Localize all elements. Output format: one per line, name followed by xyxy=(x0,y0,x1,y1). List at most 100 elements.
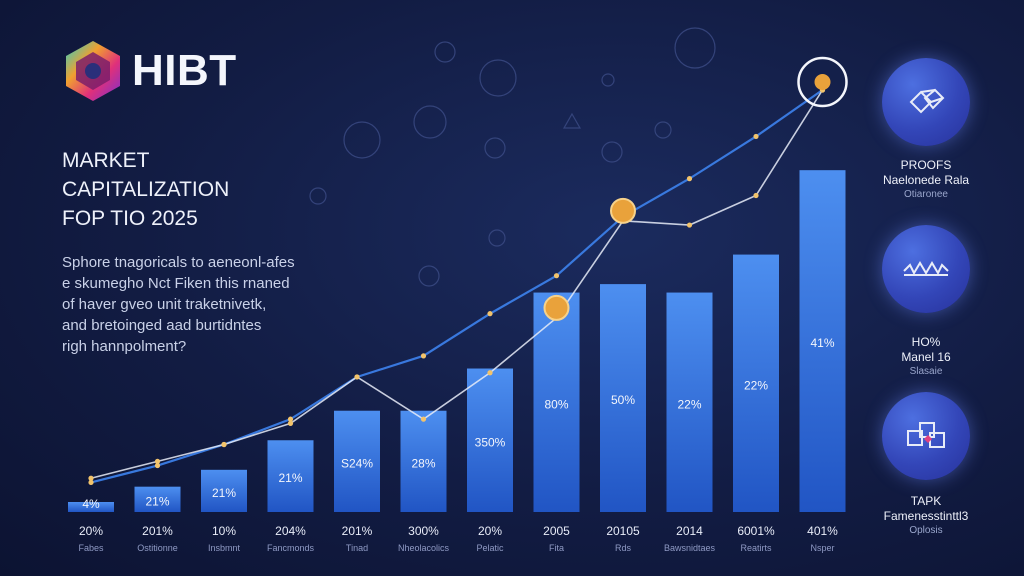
series-point xyxy=(420,353,427,359)
category-label: Bawsnidtaes xyxy=(664,543,716,553)
category-label: Insbmnt xyxy=(208,543,241,553)
x-tick-label: 2014 xyxy=(676,524,703,538)
bar-value-label: 22% xyxy=(744,378,768,392)
series-point xyxy=(221,441,227,448)
category-label: Reatirts xyxy=(740,543,772,553)
decor-circle-icon xyxy=(418,265,440,287)
decor-circle-icon xyxy=(654,121,672,139)
x-tick-label: 10% xyxy=(212,524,236,538)
series-point xyxy=(487,370,493,376)
highlight-ring-icon xyxy=(797,56,848,108)
bar-4 xyxy=(334,410,380,512)
bar-value-label: 22% xyxy=(677,397,701,411)
series-point xyxy=(154,458,161,464)
bar-value-label: 21% xyxy=(145,494,169,508)
x-tick-label: 20% xyxy=(79,524,103,538)
series-point xyxy=(287,420,294,426)
series-point xyxy=(753,133,759,140)
bar-value-label: 350% xyxy=(475,435,506,449)
coin-icon xyxy=(543,294,570,321)
x-tick-label: 201% xyxy=(342,524,373,538)
cube-icon xyxy=(882,58,970,146)
bar-8 xyxy=(600,284,646,512)
category-label: Nsper xyxy=(810,543,834,553)
decor-circle-icon xyxy=(601,73,615,87)
intro-line: righ hannpolment? xyxy=(62,338,187,355)
category-label: Pelatic xyxy=(476,543,504,553)
series-point xyxy=(287,416,294,422)
decor-circle-icon xyxy=(309,187,327,205)
headline-line-2: CAPITALIZATION xyxy=(62,178,230,201)
category-label: Tinad xyxy=(346,543,368,553)
decor-circle-icon xyxy=(484,137,506,159)
x-tick-label: 20% xyxy=(478,524,502,538)
x-tick-label: 401% xyxy=(807,524,838,538)
side-card-sub: Naelonede Rala xyxy=(882,173,970,187)
side-card-sub: Famenesstinttl3 xyxy=(883,509,969,523)
bar-value-label: 21% xyxy=(278,471,302,485)
series-point xyxy=(88,479,94,486)
wave-icon xyxy=(882,225,970,313)
bar-0 xyxy=(68,502,114,512)
category-label: Rds xyxy=(615,543,632,553)
x-tick-label: 300% xyxy=(408,524,439,538)
category-label: Fancmonds xyxy=(267,543,315,553)
series-point xyxy=(154,462,161,469)
decor-circle-icon xyxy=(434,41,456,63)
bar-9 xyxy=(666,292,713,512)
bar-6 xyxy=(467,368,513,512)
x-tick-label: 204% xyxy=(275,524,306,538)
decor-circle-icon xyxy=(343,121,381,159)
x-tick-label: 20105 xyxy=(606,524,640,538)
category-label: Nheolacolics xyxy=(398,543,450,553)
side-card-proofs: PROOFS Naelonede Rala Otiaronee xyxy=(862,58,990,201)
side-card-title: HO% xyxy=(911,335,941,349)
side-card-ho: HO% Manel 16 Slasaie xyxy=(862,225,990,378)
bar-value-label: S24% xyxy=(341,456,373,470)
bar-value-label: 4% xyxy=(82,497,100,511)
coin-icon xyxy=(610,197,636,224)
blocks-icon xyxy=(882,392,970,480)
side-card-note: Oplosis xyxy=(909,525,943,536)
bar-7 xyxy=(533,292,580,512)
x-tick-label: 2005 xyxy=(543,524,570,538)
bar-value-label: 41% xyxy=(810,336,834,350)
blockchain-blocks-icon xyxy=(907,422,945,448)
side-card-tapk: TAPK Famenesstinttl3 Oplosis xyxy=(862,392,990,537)
series-point xyxy=(753,192,759,199)
cube-network-icon xyxy=(909,88,945,114)
side-card-note: Slasaie xyxy=(909,366,943,377)
series-point xyxy=(686,222,693,228)
series-point xyxy=(420,416,427,422)
series-line-trend-white xyxy=(90,89,824,480)
series-point xyxy=(354,374,360,380)
side-card-note: Otiaronee xyxy=(904,189,948,200)
decor-circle-icon xyxy=(674,27,716,69)
bar-11 xyxy=(799,170,846,512)
intro-line: and bretoinged aad burtidntes xyxy=(62,317,262,334)
bar-value-label: 21% xyxy=(212,486,236,500)
category-label: Ostitionne xyxy=(137,543,178,553)
x-tick-label: 201% xyxy=(142,524,173,538)
headline-line-3: FOP TIO 2025 xyxy=(62,207,198,230)
side-card-title: TAPK xyxy=(910,494,942,508)
category-label: Fabes xyxy=(78,543,104,553)
series-point xyxy=(487,311,493,317)
decor-circle-icon xyxy=(601,141,623,163)
intro-line: e skumegho Nct Fiken this rnaned xyxy=(62,275,290,292)
bar-5 xyxy=(400,410,447,512)
series-point xyxy=(553,273,560,279)
bar-3 xyxy=(267,440,314,512)
brand: HIBT xyxy=(60,38,237,104)
side-card-sub: Manel 16 xyxy=(901,350,951,364)
bar-value-label: 80% xyxy=(544,397,568,411)
decor-circle-icon xyxy=(488,229,506,247)
hexagon-logo-icon xyxy=(66,41,120,101)
intro-text: Sphore tnagoricals to aeneonl-afes e sku… xyxy=(62,252,312,357)
category-label: Fita xyxy=(549,543,564,553)
bar-1 xyxy=(134,486,181,512)
bar-2 xyxy=(201,469,247,512)
bar-value-label: 50% xyxy=(611,393,635,407)
